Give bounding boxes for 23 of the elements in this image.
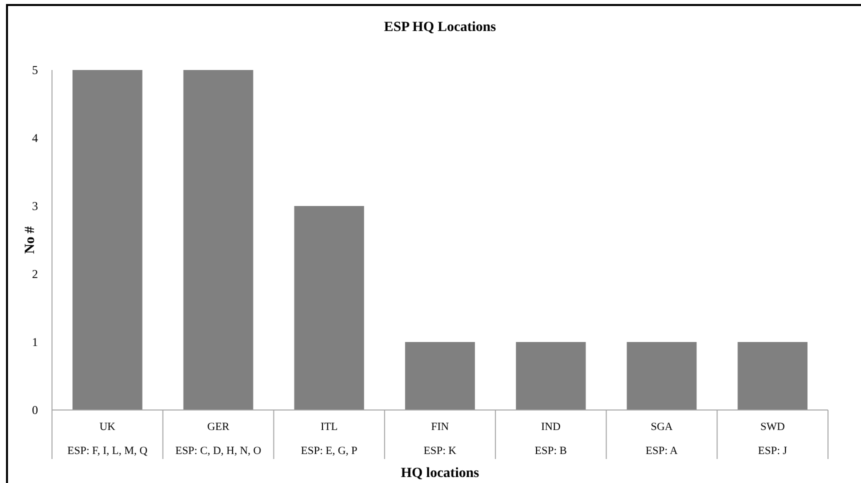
bar (72, 70, 142, 410)
chart-title: ESP HQ Locations (384, 20, 497, 35)
x-tick-label: SGA ESP: A (646, 421, 678, 457)
bar (405, 342, 475, 410)
bar (626, 342, 697, 410)
x-tick-label: FIN ESP: K (424, 421, 456, 457)
x-axis-title: HQ locations (400, 466, 480, 481)
bar (738, 342, 808, 410)
x-tick-label: GER ESP: C, D, H, N, O (175, 421, 262, 457)
x-tick-label: UK ESP: F, I, L, M, Q (67, 421, 148, 457)
y-axis-title: No # (23, 226, 38, 254)
bar (183, 70, 254, 410)
x-tick-label: ITL ESP: E, G, P (300, 421, 358, 457)
y-tick-label: 3 (32, 199, 38, 214)
y-tick-label: 1 (32, 335, 38, 350)
bar (294, 206, 364, 410)
x-tick-label: IND ESP: B (534, 421, 567, 457)
bar (516, 342, 586, 410)
y-tick-label: 2 (32, 267, 38, 282)
x-tick-label: SWD ESP: J (758, 421, 788, 457)
y-tick-label: 4 (32, 131, 38, 146)
y-tick-label: 0 (32, 403, 38, 418)
y-tick-label: 5 (32, 63, 38, 78)
